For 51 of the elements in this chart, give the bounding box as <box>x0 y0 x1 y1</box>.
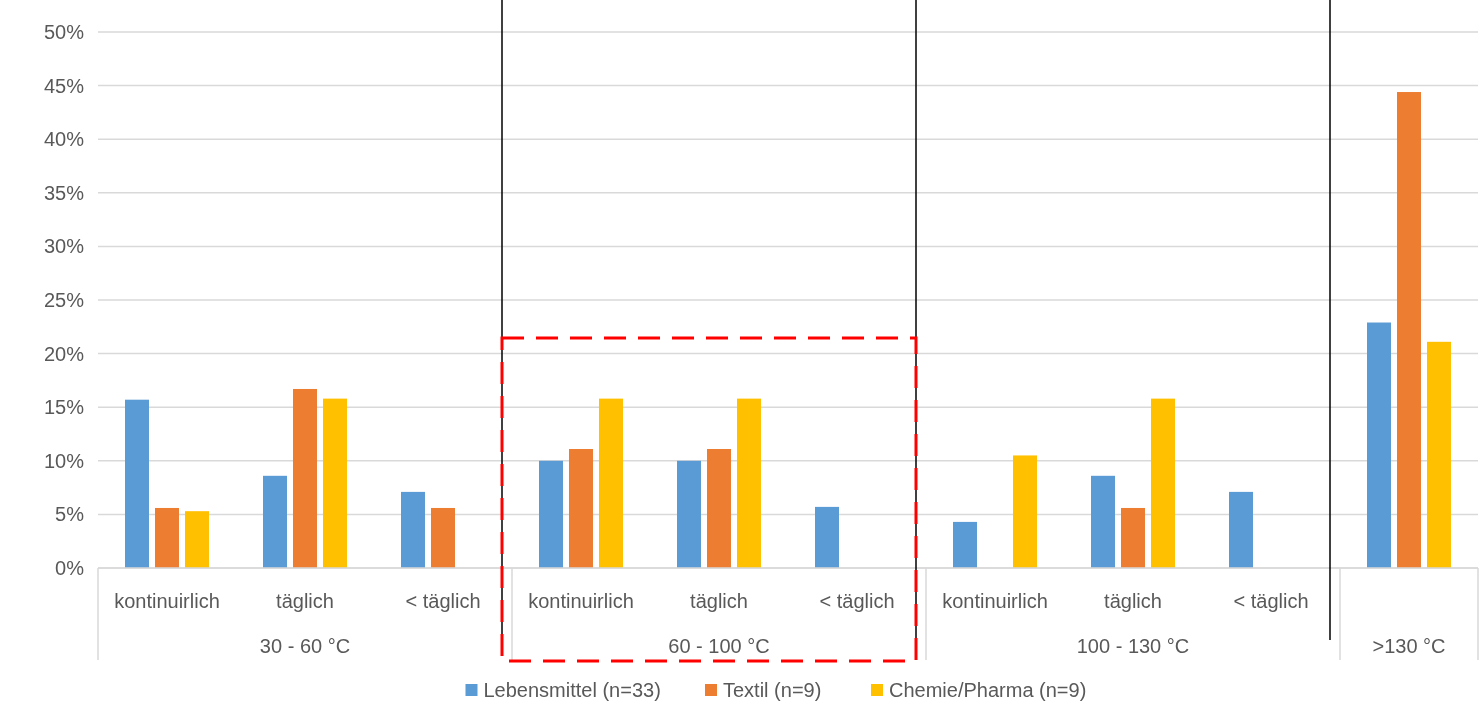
text: >130 °C <box>1372 635 1446 657</box>
legend-label: Chemie/Pharma (n=9) <box>889 679 1087 701</box>
bar <box>323 398 347 568</box>
bar <box>401 491 425 568</box>
bar <box>431 507 455 568</box>
text: 60 - 100 °C <box>668 635 770 657</box>
bar <box>815 506 839 568</box>
y-tick-label: 10% <box>43 449 85 472</box>
y-tick-label: 0% <box>55 557 85 579</box>
text: 30 - 60 °C <box>259 635 351 657</box>
y-tick-label: 30% <box>43 235 85 258</box>
y-tick-label: 35% <box>43 181 85 204</box>
bar <box>125 399 149 568</box>
y-tick-label: 20% <box>43 342 85 365</box>
x-tick-label: täglich <box>690 590 748 612</box>
bar <box>1121 507 1145 568</box>
bar <box>539 460 563 568</box>
x-tick-label: kontinuirlich <box>942 590 1048 612</box>
y-tick-label: 40% <box>43 128 85 151</box>
x-tick-label: < täglich <box>819 590 895 612</box>
bar <box>1397 92 1421 568</box>
text: 100 - 130 °C <box>1076 635 1190 657</box>
y-tick-label: 45% <box>43 74 85 97</box>
y-tick-label: 25% <box>43 289 85 311</box>
bar <box>707 449 731 568</box>
bar <box>599 398 623 568</box>
bar <box>677 460 701 568</box>
bar <box>569 449 593 568</box>
y-tick-label: 15% <box>43 396 85 419</box>
bar <box>1151 398 1175 568</box>
x-tick-label: kontinuirlich <box>114 590 220 612</box>
bar <box>293 388 317 568</box>
bar <box>263 475 287 568</box>
bar <box>185 511 209 568</box>
bar <box>953 521 977 568</box>
legend-label: Lebensmittel (n=33) <box>483 679 661 701</box>
bar <box>1091 475 1115 568</box>
bar <box>155 507 179 568</box>
bar <box>1367 322 1391 568</box>
x-tick-label: < täglich <box>1233 590 1309 612</box>
x-tick-label: < täglich <box>405 590 481 612</box>
bar <box>1229 491 1253 568</box>
bar <box>1013 455 1037 568</box>
y-tick-label: 5% <box>55 503 85 526</box>
x-tick-label: täglich <box>1104 590 1162 612</box>
x-tick-label: kontinuirlich <box>528 590 634 612</box>
legend-label: Textil (n=9) <box>723 679 822 701</box>
bar <box>737 398 761 568</box>
x-tick-label: täglich <box>276 590 334 612</box>
bar <box>1427 341 1451 568</box>
y-tick-label: 50% <box>43 21 85 43</box>
